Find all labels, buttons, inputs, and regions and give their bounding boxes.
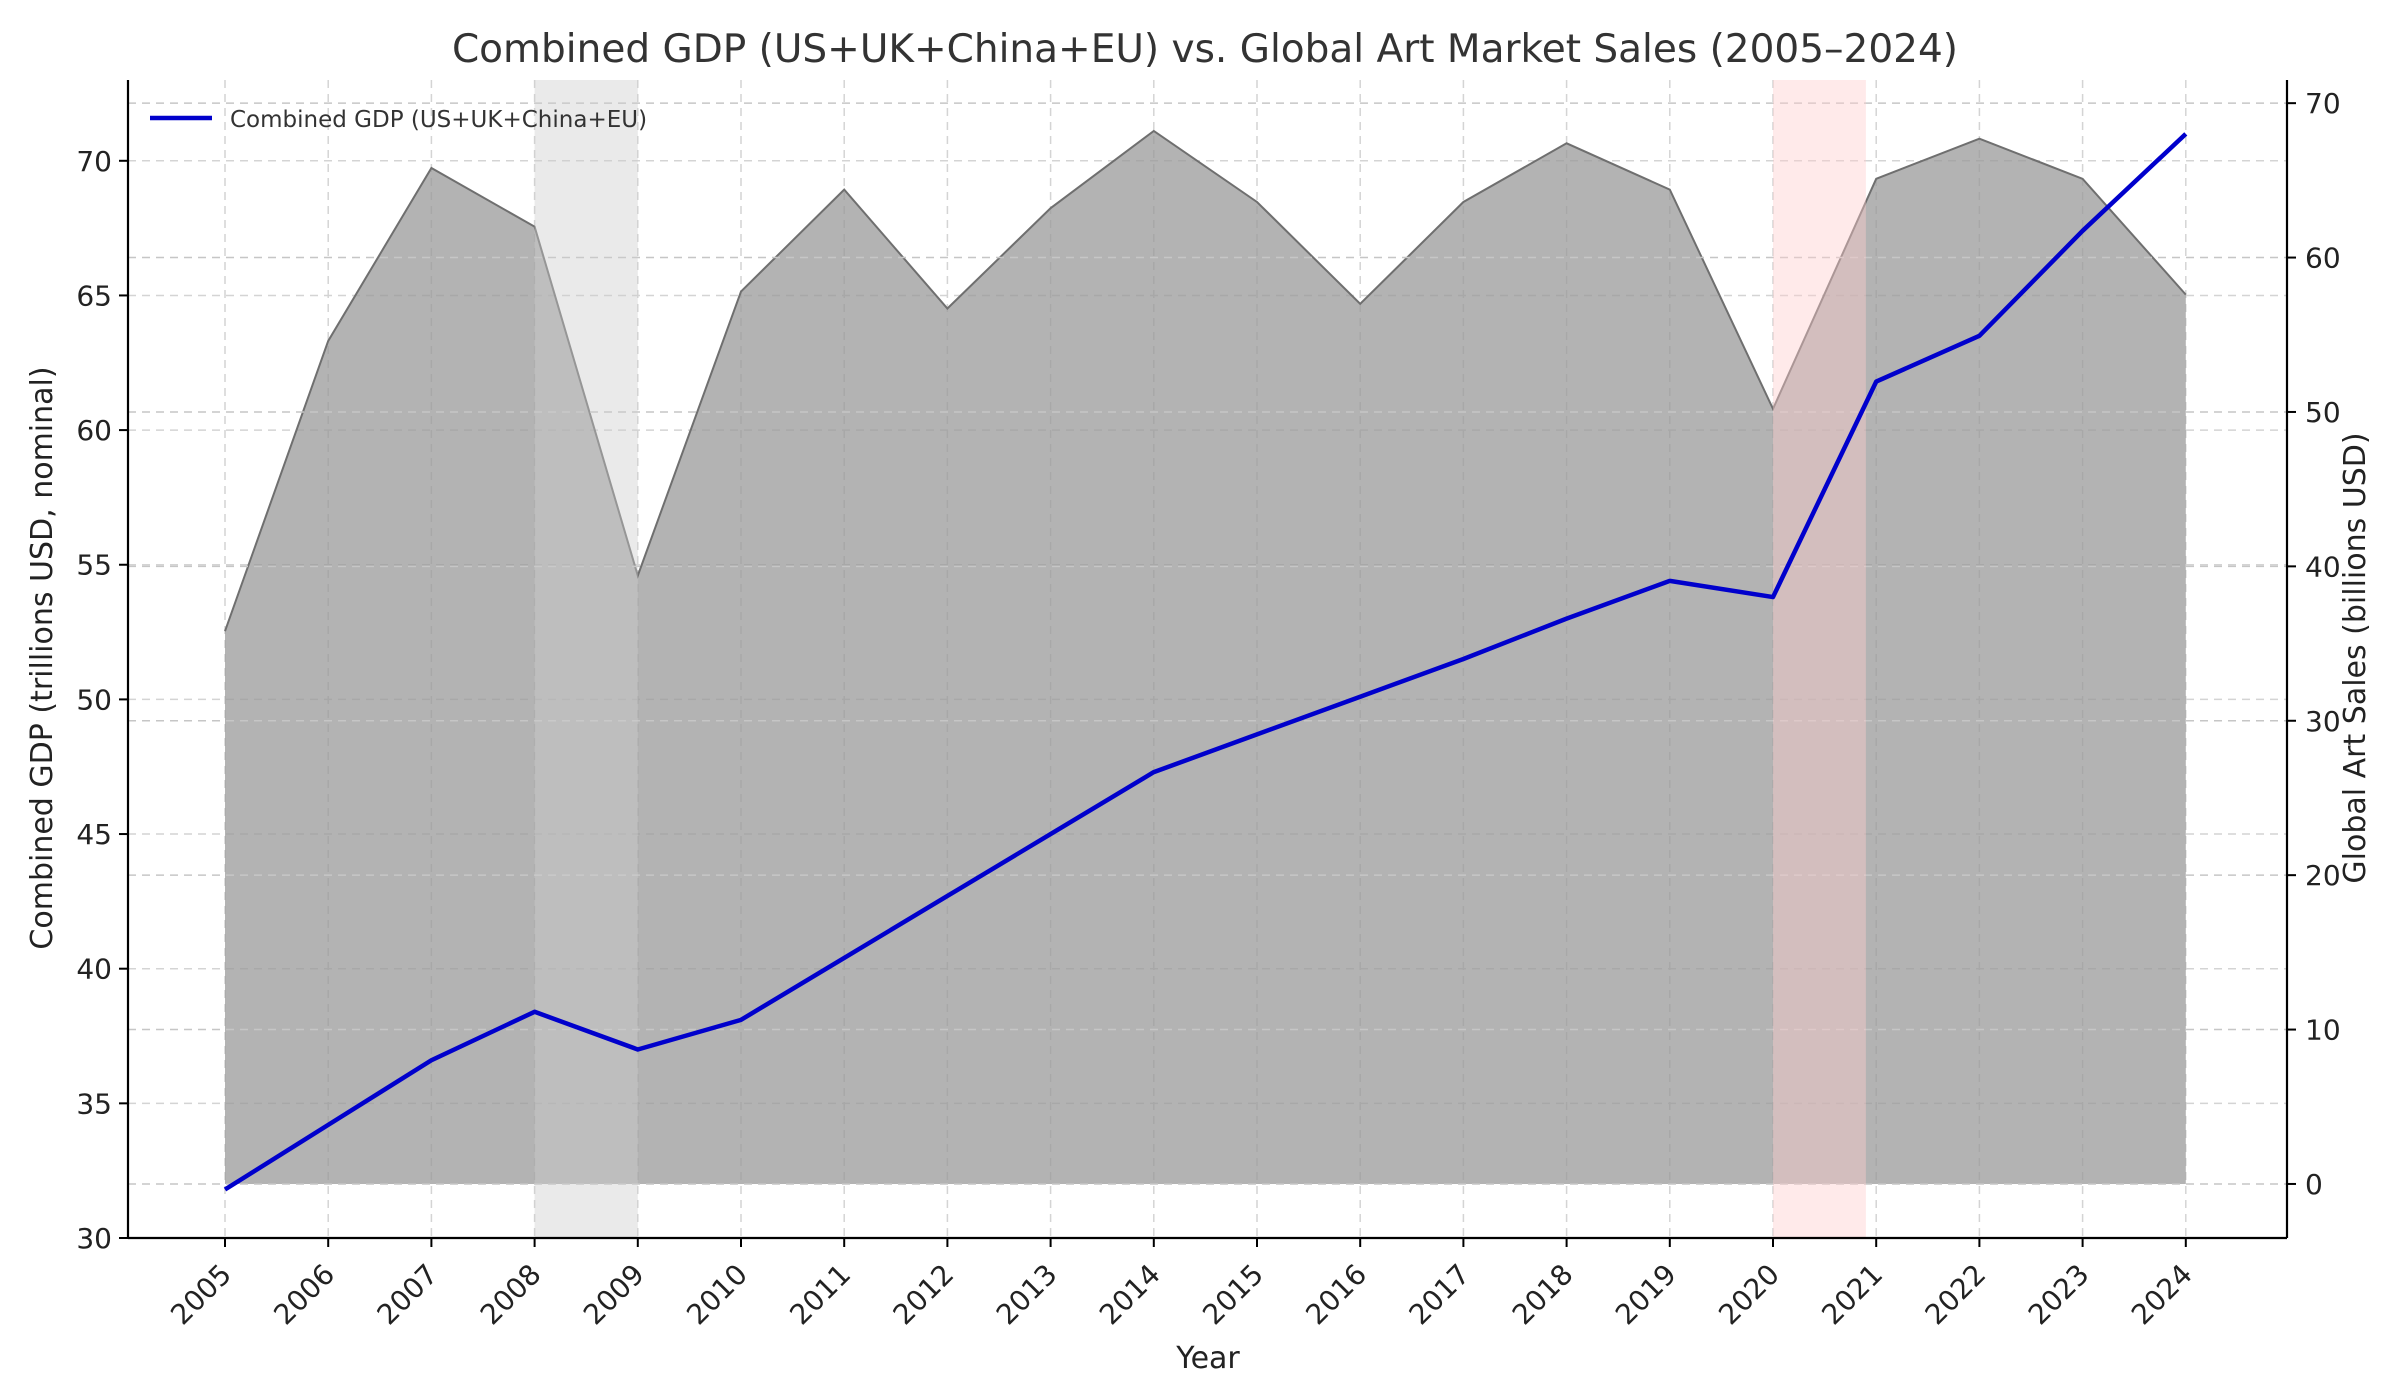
- gdp-line: [223, 132, 2188, 1192]
- x-tick-label: 2017: [1403, 1258, 1477, 1332]
- right-tick-label: 60: [2305, 242, 2341, 275]
- right-tick-label: 40: [2305, 550, 2341, 583]
- right-tick-label: 70: [2305, 87, 2341, 120]
- x-tick-label: 2013: [990, 1258, 1064, 1332]
- right-tick-label: 20: [2305, 859, 2341, 892]
- x-tick-label: 2022: [1919, 1258, 1993, 1332]
- art-sales-area-outline: [224, 129, 2187, 632]
- shaded-span: [1773, 80, 1866, 1238]
- x-tick-label: 2021: [1815, 1258, 1889, 1332]
- x-tick-label: 2008: [474, 1258, 548, 1332]
- left-tick-label: 50: [76, 683, 112, 716]
- right-tick-label: 50: [2305, 396, 2341, 429]
- x-tick-label: 2010: [680, 1258, 754, 1332]
- left-tick-label: 70: [76, 145, 112, 178]
- legend: Combined GDP (US+UK+China+EU): [150, 107, 647, 133]
- left-tick-label: 55: [76, 549, 112, 582]
- left-tick-label: 30: [76, 1222, 112, 1255]
- left-tick-label: 40: [76, 953, 112, 986]
- right-tick-label: 10: [2305, 1014, 2341, 1047]
- gdp-line-layer: [223, 132, 2188, 1192]
- art-sales-area-layer: [128, 102, 2287, 1185]
- x-tick-label: 2014: [1093, 1258, 1167, 1332]
- left-axis-label: Combined GDP (trillions USD, nominal): [25, 366, 60, 949]
- legend-label: Combined GDP (US+UK+China+EU): [230, 107, 647, 133]
- right-tick-label: 30: [2305, 705, 2341, 738]
- x-tick-label: 2018: [1506, 1258, 1580, 1332]
- x-tick-label: 2006: [267, 1258, 341, 1332]
- x-tick-label: 2015: [1196, 1258, 1270, 1332]
- art-sales-area: [225, 130, 2186, 1184]
- right-tick-label: 0: [2305, 1168, 2323, 1201]
- right-axis-label: Global Art Sales (billions USD): [2338, 432, 2373, 883]
- left-tick-label: 35: [76, 1087, 112, 1120]
- x-tick-label: 2007: [371, 1258, 445, 1332]
- left-tick-label: 65: [76, 279, 112, 312]
- x-axis-label: Year: [1175, 1341, 1240, 1376]
- x-tick-label: 2019: [1609, 1258, 1683, 1332]
- shaded-span: [534, 80, 638, 1238]
- x-tick-label: 2011: [783, 1258, 857, 1332]
- x-tick-label: 2005: [164, 1258, 238, 1332]
- x-tick-label: 2016: [1299, 1258, 1373, 1332]
- left-tick-label: 45: [76, 818, 112, 851]
- x-tick-label: 2020: [1712, 1258, 1786, 1332]
- x-tick-label: 2023: [2022, 1258, 2096, 1332]
- left-tick-label: 60: [76, 414, 112, 447]
- x-tick-label: 2012: [887, 1258, 961, 1332]
- x-tick-label: 2024: [2125, 1258, 2199, 1332]
- chart-title: Combined GDP (US+UK+China+EU) vs. Global…: [452, 27, 1958, 72]
- x-tick-label: 2009: [577, 1258, 651, 1332]
